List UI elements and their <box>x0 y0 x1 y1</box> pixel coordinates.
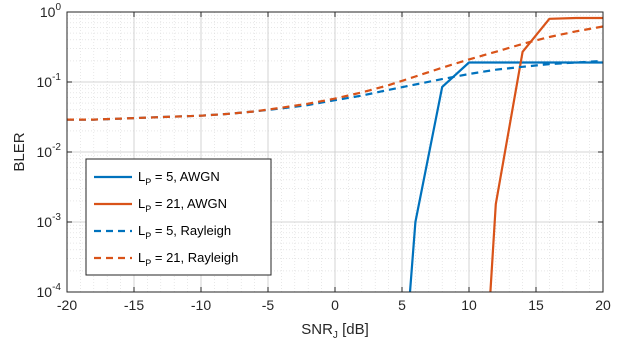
x-tick-label: 0 <box>331 297 339 313</box>
x-tick-label: 10 <box>461 297 477 313</box>
x-tick-label: 5 <box>398 297 406 313</box>
y-tick-label: 10-4 <box>37 282 62 300</box>
legend-label-4: LP = 21, Rayleigh <box>138 250 238 268</box>
legend-box <box>85 158 272 276</box>
series-line-4 <box>67 25 604 121</box>
x-tick-label: -5 <box>262 297 275 313</box>
legend-label-1: LP = 5, AWGN <box>138 169 220 187</box>
series-lines <box>67 16 604 293</box>
tick-labels: -20 -15 -10 -5 0 5 10 15 20 100 10-1 10-2 10-3 10-4 <box>37 2 611 313</box>
x-tick-label: 15 <box>528 297 544 313</box>
legend-label-3: LP = 5, Rayleigh <box>138 223 231 241</box>
y-axis-label: BLER <box>11 132 28 171</box>
x-axis-label: SNRJ [dB] <box>301 321 369 341</box>
y-tick-label: 10-1 <box>37 72 62 90</box>
x-tick-label: -20 <box>57 297 77 313</box>
x-tick-label: 20 <box>595 297 611 313</box>
legend: LP = 5, AWGN LP = 21, AWGN LP = 5, Rayleig… <box>85 158 272 276</box>
y-tick-label: 100 <box>40 2 62 20</box>
tick-marks <box>66 11 604 293</box>
x-tick-label: -10 <box>191 297 211 313</box>
series-line-2 <box>489 16 603 293</box>
y-tick-label: 10-2 <box>37 142 62 160</box>
legend-label-2: LP = 21, AWGN <box>138 196 227 214</box>
x-tick-label: -15 <box>124 297 144 313</box>
y-tick-label: 10-3 <box>37 212 62 230</box>
